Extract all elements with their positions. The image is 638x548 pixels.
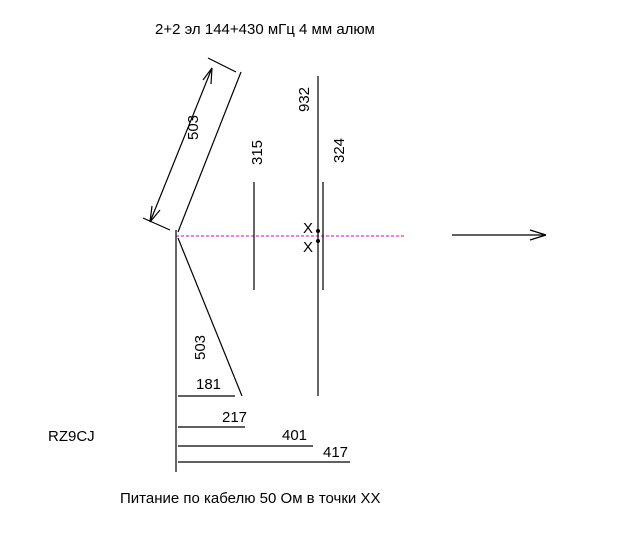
upper-diagonal-element: [177, 71, 242, 233]
lower-diag-label: 503: [192, 335, 209, 360]
boom-dim-401-label: 401: [282, 427, 307, 444]
callsign: RZ9CJ: [48, 428, 95, 445]
feed-point-mark-top: X: [303, 220, 313, 237]
uhf-element-label: 932: [296, 87, 313, 112]
feed-dot-top: [316, 229, 320, 233]
vhf-element-label: 315: [249, 140, 266, 165]
boom-dim-417-label: 417: [323, 444, 348, 461]
upper-diag-dimension: [142, 57, 237, 231]
boom-dim-181-label: 181: [196, 376, 221, 393]
upper-diag-label: 503: [185, 115, 202, 140]
diagram-title: 2+2 эл 144+430 мГц 4 мм алюм: [155, 21, 375, 38]
boom-dim-217-label: 217: [222, 409, 247, 426]
feed-point-mark-bottom: X: [303, 239, 313, 256]
feed-dot-bottom: [316, 239, 320, 243]
footer-note: Питание по кабелю 50 Ом в точки ХХ: [120, 490, 380, 507]
lower-diagonal-element: [177, 237, 243, 397]
direction-arrow: [452, 229, 547, 241]
uhf-director-label: 324: [331, 138, 348, 163]
